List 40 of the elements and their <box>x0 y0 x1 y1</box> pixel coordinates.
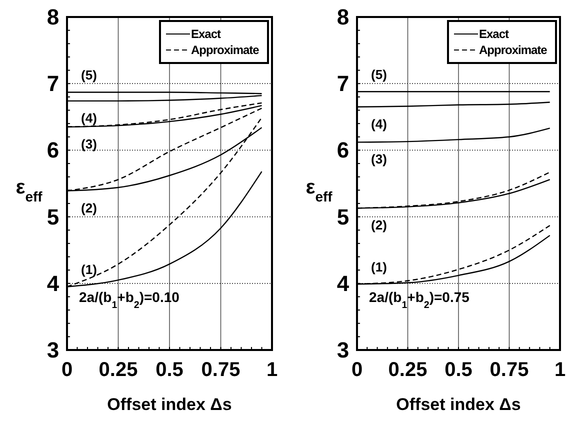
y-tick-label: 4 <box>336 270 350 296</box>
annotation: (2) <box>371 218 387 233</box>
y-tick-label: 7 <box>336 71 350 96</box>
annotation: (2) <box>81 200 97 216</box>
x-tick-label: 0 <box>351 359 363 381</box>
y-tick-label: 7 <box>46 71 60 96</box>
y-tick-label: 3 <box>46 338 60 362</box>
x-axis-title: Offset index Δs <box>396 395 521 414</box>
x-tick-label: 1 <box>266 359 278 381</box>
annotation: (1) <box>81 262 97 278</box>
y-axis-title: ε$_{eff}$ <box>306 176 333 204</box>
legend-label: Exact <box>479 27 510 41</box>
y-tick-label: 8 <box>336 4 350 30</box>
y-tick-label: 8 <box>46 4 60 30</box>
annotation: (3) <box>81 136 97 152</box>
y-tick-label: 6 <box>46 138 60 163</box>
x-tick-label: 0.75 <box>490 359 529 381</box>
annotation: (4) <box>81 110 97 126</box>
x-tick-label: 0 <box>61 359 73 381</box>
y-tick-label: 3 <box>336 338 350 362</box>
annotation: (5) <box>371 67 387 82</box>
annotation: (5) <box>81 68 97 83</box>
legend-label: Approximate <box>479 43 548 57</box>
legend-label: Exact <box>191 27 222 41</box>
annotation: (3) <box>371 152 387 167</box>
x-tick-label: 0.5 <box>444 359 472 381</box>
y-axis-title: ε$_{eff}$ <box>16 176 43 204</box>
y-tick-label: 4 <box>46 270 60 296</box>
legend-label: Approximate <box>191 43 260 57</box>
y-tick-label: 5 <box>336 204 350 230</box>
y-tick-label: 6 <box>336 138 350 163</box>
x-tick-label: 0.75 <box>201 359 240 381</box>
annotation: (1) <box>371 260 387 275</box>
x-axis-title: Offset index Δs <box>107 395 232 414</box>
x-tick-label: 0.25 <box>98 359 138 381</box>
x-tick-label: 0.25 <box>388 359 428 381</box>
x-tick-label: 1 <box>554 359 566 381</box>
y-tick-label: 5 <box>46 204 60 230</box>
annotation: (4) <box>371 116 387 132</box>
x-tick-label: 0.5 <box>156 359 184 381</box>
